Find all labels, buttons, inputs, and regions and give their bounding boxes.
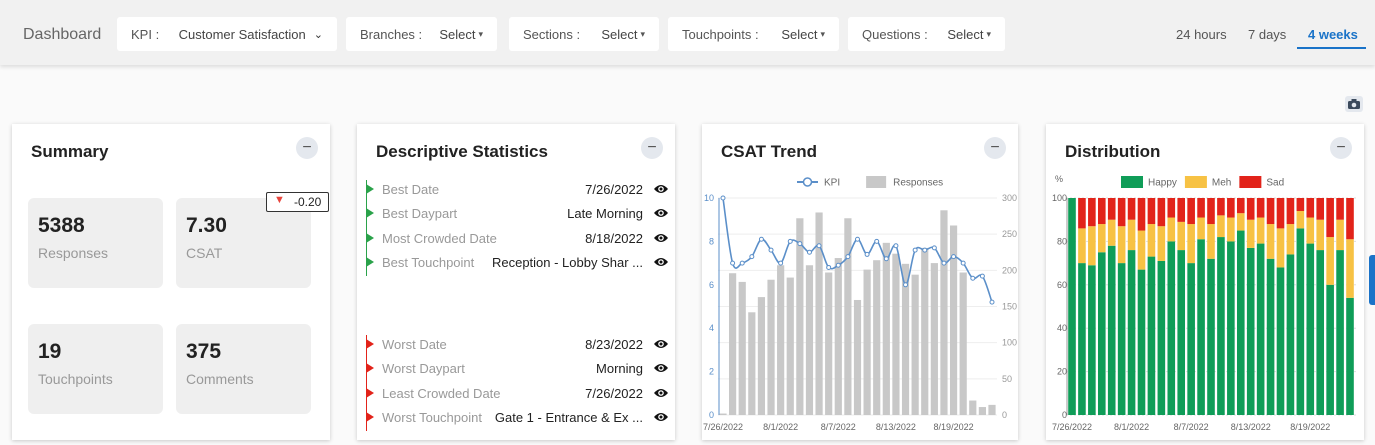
row-marker bbox=[366, 256, 374, 267]
view-button[interactable] bbox=[653, 207, 669, 219]
row-value: Late Morning bbox=[567, 206, 643, 222]
filter-value: Customer Satisfaction bbox=[178, 26, 306, 42]
stat-row: Worst Touchpoint Gate 1 - Entrance & Ex .… bbox=[366, 408, 677, 428]
row-label: Worst Daypart bbox=[382, 361, 465, 377]
sections-filter[interactable]: Sections : Select ▾ bbox=[509, 17, 659, 51]
best-line bbox=[366, 180, 367, 276]
stat-label: Comments bbox=[186, 371, 254, 387]
row-marker bbox=[366, 208, 374, 219]
card-title: Distribution bbox=[1065, 142, 1161, 161]
row-value: Reception - Lobby Shar ... bbox=[491, 254, 643, 270]
row-label: Least Crowded Date bbox=[382, 385, 501, 401]
row-marker bbox=[366, 363, 374, 374]
change-badge: ▼ -0.20 bbox=[266, 192, 329, 212]
stat-tile: 7.30 CSAT bbox=[176, 198, 311, 288]
card-title: Descriptive Statistics bbox=[376, 142, 548, 161]
stat-tile: 5388 Responses bbox=[28, 198, 163, 288]
row-value: 8/18/2022 bbox=[585, 230, 643, 246]
row-value: 7/26/2022 bbox=[585, 385, 643, 401]
collapse-button[interactable]: − bbox=[641, 137, 663, 159]
top-bar: Dashboard KPI : Customer Satisfaction ⌄ Br… bbox=[0, 0, 1375, 65]
range-tab[interactable]: 24 hours bbox=[1176, 27, 1227, 42]
view-button[interactable] bbox=[653, 338, 669, 350]
stat-row: Least Crowded Date 7/26/2022 bbox=[366, 384, 677, 404]
row-value: Gate 1 - Entrance & Ex ... bbox=[494, 409, 643, 425]
row-label: Most Crowded Date bbox=[382, 230, 497, 246]
row-label: Worst Date bbox=[382, 337, 447, 352]
card-title: CSAT Trend bbox=[721, 142, 818, 161]
collapse-button[interactable]: − bbox=[1330, 137, 1352, 159]
active-underline bbox=[1297, 47, 1366, 49]
stat-row: Worst Date 8/23/2022 bbox=[366, 335, 677, 355]
row-value: Morning bbox=[596, 361, 643, 377]
filter-label: Branches : bbox=[360, 26, 423, 42]
row-label: Best Daypart bbox=[382, 206, 458, 222]
kpi-filter[interactable]: KPI : Customer Satisfaction ⌄ bbox=[117, 17, 337, 51]
row-label: Best Touchpoint bbox=[382, 254, 475, 270]
row-label: Best Date bbox=[382, 182, 440, 197]
filter-value: Select bbox=[947, 26, 984, 42]
descriptive-card: Descriptive Statistics − Best Date 7/26/2… bbox=[357, 124, 675, 440]
filter-value: Select bbox=[439, 26, 476, 42]
view-button[interactable] bbox=[653, 183, 669, 195]
card-title: Summary bbox=[31, 142, 109, 161]
stat-row: Best Date 7/26/2022 bbox=[366, 180, 677, 200]
filter-label: Questions : bbox=[862, 26, 928, 42]
stat-tile: 19 Touchpoints bbox=[28, 324, 163, 414]
row-marker bbox=[366, 411, 374, 422]
row-marker bbox=[366, 339, 374, 349]
stat-value: 7.30 bbox=[186, 214, 227, 237]
stat-row: Worst Daypart Morning bbox=[366, 359, 677, 379]
distribution-card: Distribution − bbox=[1046, 124, 1364, 440]
view-button[interactable] bbox=[653, 387, 669, 399]
row-marker bbox=[366, 184, 374, 194]
touchpoints-filter[interactable]: Touchpoints : Select ▾ bbox=[668, 17, 839, 51]
filter-label: KPI : bbox=[131, 26, 160, 42]
view-button[interactable] bbox=[653, 256, 669, 268]
view-button[interactable] bbox=[653, 232, 669, 244]
worst-line bbox=[366, 335, 367, 431]
camera-button[interactable] bbox=[1344, 95, 1364, 113]
filter-label: Sections : bbox=[523, 26, 581, 42]
stat-label: Touchpoints bbox=[38, 371, 113, 387]
filter-value: Select bbox=[601, 26, 638, 42]
range-tab-active[interactable]: 4 weeks bbox=[1308, 27, 1358, 42]
stat-label: CSAT bbox=[186, 245, 223, 261]
collapse-button[interactable]: − bbox=[984, 137, 1006, 159]
page-title: Dashboard bbox=[23, 26, 102, 43]
row-label: Worst Touchpoint bbox=[382, 409, 482, 425]
stat-row: Best Daypart Late Morning bbox=[366, 204, 677, 224]
stat-value: 375 bbox=[186, 340, 222, 363]
stat-label: Responses bbox=[38, 245, 109, 261]
row-value: 8/23/2022 bbox=[585, 337, 643, 352]
side-tab[interactable] bbox=[1369, 255, 1375, 305]
stat-tile: 375 Comments bbox=[176, 324, 311, 414]
stat-value: 19 bbox=[38, 340, 62, 363]
stat-row: Best Touchpoint Reception - Lobby Shar ..… bbox=[366, 253, 677, 273]
stat-value: 5388 bbox=[38, 214, 85, 237]
row-value: 7/26/2022 bbox=[585, 182, 643, 197]
range-tab[interactable]: 7 days bbox=[1248, 27, 1287, 42]
filter-label: Touchpoints : bbox=[682, 26, 759, 42]
stat-row: Most Crowded Date 8/18/2022 bbox=[366, 229, 677, 249]
row-marker bbox=[366, 232, 374, 243]
view-button[interactable] bbox=[653, 411, 669, 423]
filter-value: Select bbox=[781, 26, 818, 42]
view-button[interactable] bbox=[653, 362, 669, 374]
summary-card: Summary − 5388 Responses 7.30 CSAT 19 Touch… bbox=[12, 124, 330, 440]
row-marker bbox=[366, 387, 374, 398]
change-value: -0.20 bbox=[294, 195, 322, 209]
collapse-button[interactable]: − bbox=[296, 137, 318, 159]
branches-filter[interactable]: Branches : Select ▾ bbox=[346, 17, 497, 51]
csat-card: CSAT Trend − bbox=[702, 124, 1018, 440]
questions-filter[interactable]: Questions : Select ▾ bbox=[848, 17, 1005, 51]
